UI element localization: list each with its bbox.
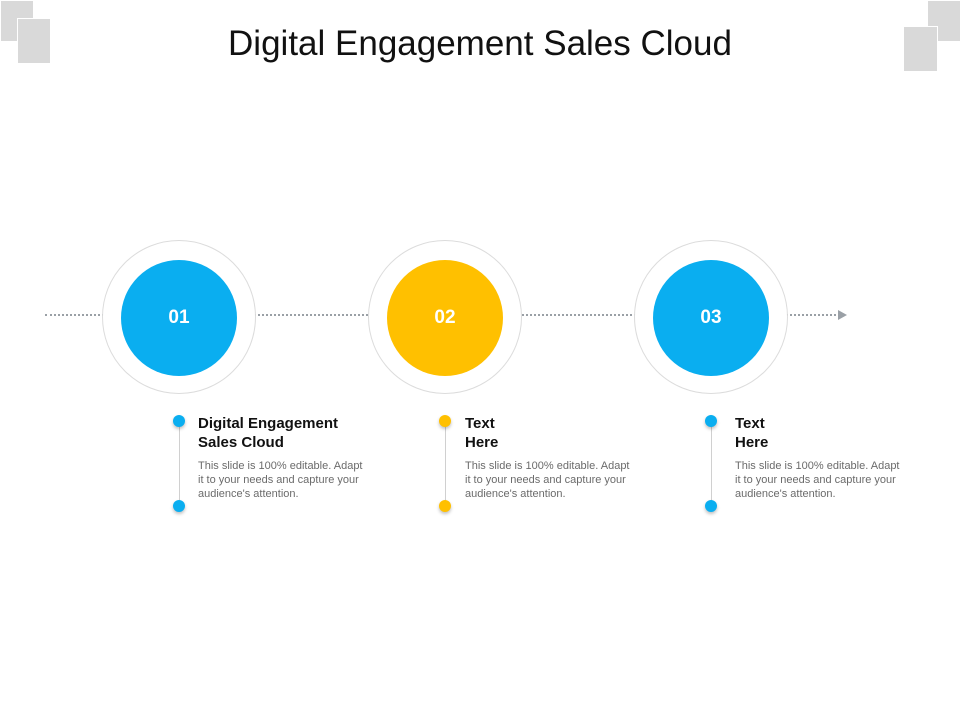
step-3-description-line-3: audience's attention.: [735, 488, 836, 500]
step-3-description-line-2: it to your needs and capture your: [735, 474, 896, 486]
timeline-arrow-icon: [838, 310, 847, 320]
step-3-title: Text Here: [735, 414, 768, 452]
step-3-circle: 03: [653, 260, 769, 376]
step-1-number: 01: [168, 307, 190, 328]
step-2-connector-line: [445, 424, 446, 506]
step-2-title: Text Here: [465, 414, 498, 452]
step-2-bottom-dot: [439, 500, 451, 512]
step-3-title-line-2: Here: [735, 434, 769, 451]
step-2-description-line-3: audience's attention.: [465, 488, 566, 500]
step-1-connector-line: [179, 424, 180, 506]
step-1-title-line-2: Sales Cloud: [198, 434, 284, 451]
step-2-number: 02: [434, 307, 456, 328]
step-2-top-dot: [439, 415, 451, 427]
step-1-description-line-2: it to your needs and capture your: [198, 474, 359, 486]
step-1-top-dot: [173, 415, 185, 427]
step-3-title-line-1: Text: [735, 415, 765, 432]
page-title: Digital Engagement Sales Cloud: [228, 24, 732, 63]
step-3-description-line-1: This slide is 100% editable. Adapt: [735, 460, 900, 472]
step-3-number: 03: [700, 307, 722, 328]
step-2-description-line-2: it to your needs and capture your: [465, 474, 626, 486]
step-2-description-line-1: This slide is 100% editable. Adapt: [465, 460, 630, 472]
step-1-circle: 01: [121, 260, 237, 376]
step-1-description-line-1: This slide is 100% editable. Adapt: [198, 460, 363, 472]
step-1-description-line-3: audience's attention.: [198, 488, 299, 500]
step-3-description: This slide is 100% editable. Adapt it to…: [735, 459, 900, 501]
step-2-description: This slide is 100% editable. Adapt it to…: [465, 459, 630, 501]
step-2-title-line-2: Here: [465, 434, 499, 451]
step-2-title-line-1: Text: [465, 415, 495, 432]
corner-decoration-top-left-front: [17, 18, 51, 64]
step-3-bottom-dot: [705, 500, 717, 512]
step-1-description: This slide is 100% editable. Adapt it to…: [198, 459, 363, 501]
step-1-bottom-dot: [173, 500, 185, 512]
step-2-circle: 02: [387, 260, 503, 376]
step-3-connector-line: [711, 424, 712, 506]
corner-decoration-top-right-front: [903, 26, 938, 72]
step-1-title: Digital Engagement Sales Cloud: [198, 414, 338, 452]
step-3-top-dot: [705, 415, 717, 427]
step-1-title-line-1: Digital Engagement: [198, 415, 339, 432]
